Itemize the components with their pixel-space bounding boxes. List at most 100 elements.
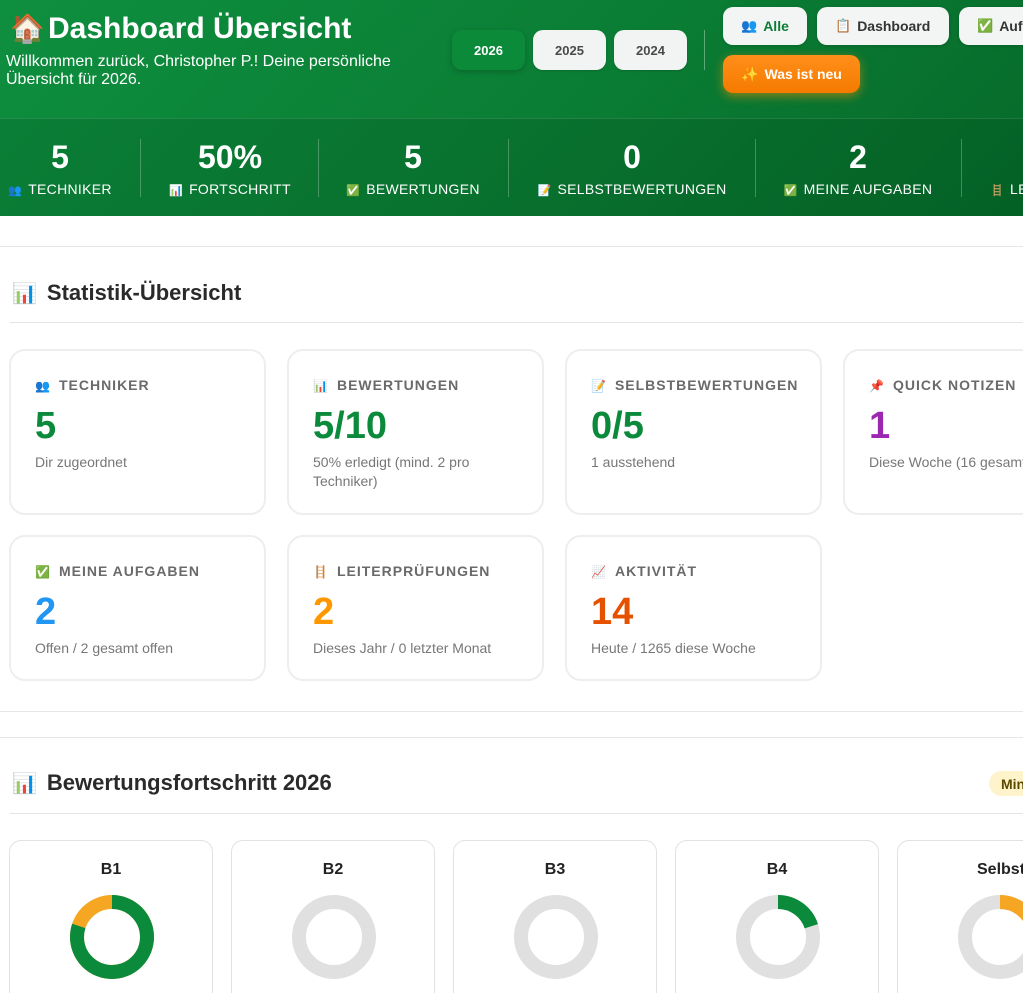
- year-button-2024[interactable]: 2024: [614, 30, 687, 70]
- card-selbstbewertungen[interactable]: 📝 SELBSTBEWERTUNGEN 0/5 1 ausstehend: [565, 349, 822, 515]
- card-value: 5: [35, 405, 57, 447]
- donut-track: [292, 895, 376, 979]
- card-techniker[interactable]: 👥 TECHNIKER 5 Dir zugeordnet: [9, 349, 266, 515]
- checkbox-icon: ✅: [35, 565, 51, 579]
- minimum-badge: Mind.: [989, 771, 1023, 796]
- donut-chart-b3: [514, 895, 598, 979]
- nav-button-aufgaben[interactable]: ✅ Aufgaben: [959, 7, 1023, 45]
- nav-label-dashboard: Dashboard: [857, 18, 931, 34]
- card-value: 2: [35, 591, 57, 633]
- stat-value: 2: [849, 139, 867, 175]
- donut-card-b4[interactable]: B4: [675, 840, 879, 993]
- stats-strip: 5 👥 TECHNIKER 50% 📊 FORTSCHRITT 5 ✅ BEWERTU…: [0, 118, 1023, 216]
- donut-progress-arc: [70, 895, 154, 979]
- sparkles-icon: ✨: [741, 65, 759, 82]
- welcome-subtitle: Willkommen zurück, Christopher P.! Deine…: [6, 53, 391, 88]
- card-aktivitaet[interactable]: 📈 AKTIVITÄT 14 Heute / 1265 diese Woche: [565, 535, 822, 681]
- donut-track: [514, 895, 598, 979]
- whats-new-label: Was ist neu: [764, 66, 842, 82]
- card-value: 0/5: [591, 405, 644, 447]
- donut-card-b3[interactable]: B3: [453, 840, 657, 993]
- stat-label-text: TECHNIKER: [28, 181, 112, 197]
- nav-label-aufgaben: Aufgaben: [999, 18, 1023, 34]
- card-quick-notizen[interactable]: 📌 QUICK NOTIZEN 1 Diese Woche (16 gesamt): [843, 349, 1023, 515]
- checkbox-icon: ✅: [783, 185, 798, 197]
- stat-label: 👥 TECHNIKER: [0, 181, 120, 197]
- card-label: ✅ MEINE AUFGABEN: [35, 563, 200, 579]
- donut-chart-selbst: [958, 895, 1023, 979]
- trend-icon: 📈: [591, 565, 607, 579]
- stat-label-text: MEINE AUFGABEN: [803, 181, 933, 197]
- chart-icon: 📊: [169, 185, 184, 197]
- pin-icon: 📌: [869, 379, 885, 393]
- checkbox-icon: ✅: [346, 185, 361, 197]
- card-label: 📝 SELBSTBEWERTUNGEN: [591, 377, 798, 393]
- card-label: 👥 TECHNIKER: [35, 377, 150, 393]
- page-title: Dashboard Übersicht: [48, 12, 352, 45]
- stat-separator: [961, 139, 962, 197]
- title-row: 🏠 Dashboard Übersicht: [10, 12, 351, 46]
- donut-chart-b1: [70, 895, 154, 979]
- stat-separator: [140, 139, 141, 197]
- chart-icon: 📊: [313, 379, 329, 393]
- section-divider: [0, 737, 1023, 738]
- card-subtext: Dir zugeordnet: [35, 454, 127, 470]
- stat-selbstbewertungen: 0 📝 SELBSTBEWERTUNGEN: [520, 119, 744, 216]
- year-button-2026[interactable]: 2026: [452, 30, 525, 70]
- stat-label: ✅ MEINE AUFGABEN: [770, 181, 946, 197]
- ladder-icon: 🪜: [313, 565, 329, 579]
- whats-new-button[interactable]: ✨ Was ist neu: [723, 55, 860, 93]
- stat-separator: [755, 139, 756, 197]
- donut-title: B3: [544, 861, 566, 878]
- card-label: 📌 QUICK NOTIZEN: [869, 377, 1016, 393]
- progress-title-text: Bewertungsfortschritt 2026: [46, 770, 332, 795]
- card-label: 📈 AKTIVITÄT: [591, 563, 697, 579]
- card-subtext: Heute / 1265 diese Woche: [591, 640, 756, 656]
- card-subtext: Diese Woche (16 gesamt): [869, 454, 1023, 470]
- stat-fortschritt: 50% 📊 FORTSCHRITT: [150, 119, 310, 216]
- nav-label-alle: Alle: [763, 18, 789, 34]
- stat-label-text: LEITERPRÜFUNGEN: [1010, 181, 1023, 197]
- stat-value: 5: [404, 139, 422, 175]
- card-bewertungen[interactable]: 📊 BEWERTUNGEN 5/10 50% erledigt (mind. 2 …: [287, 349, 544, 515]
- header-divider: [704, 30, 705, 70]
- stat-label-text: BEWERTUNGEN: [366, 181, 480, 197]
- clipboard-icon: 📋: [835, 18, 852, 33]
- donut-title: B1: [100, 861, 122, 878]
- progress-section-title: 📊 Bewertungsfortschritt 2026: [12, 770, 332, 796]
- chart-icon: 📊: [12, 282, 37, 305]
- donut-card-b2[interactable]: B2: [231, 840, 435, 993]
- card-label-text: BEWERTUNGEN: [336, 377, 460, 393]
- donut-title: B2: [322, 861, 344, 878]
- card-label: 📊 BEWERTUNGEN: [313, 377, 459, 393]
- nav-button-alle[interactable]: 👥 Alle: [723, 7, 807, 45]
- stat-bewertungen: 5 ✅ BEWERTUNGEN: [330, 119, 496, 216]
- year-button-2025[interactable]: 2025: [533, 30, 606, 70]
- card-meine-aufgaben[interactable]: ✅ MEINE AUFGABEN 2 Offen / 2 gesamt offen: [9, 535, 266, 681]
- dashboard-header: 🏠 Dashboard Übersicht Willkommen zurück,…: [0, 0, 1023, 216]
- stat-label: 🪜 LEITERPRÜFUNGEN: [990, 181, 1023, 197]
- donut-progress-arc: [736, 895, 820, 979]
- nav-button-dashboard[interactable]: 📋 Dashboard: [817, 7, 949, 45]
- stat-label: 📝 SELBSTBEWERTUNGEN: [520, 181, 744, 197]
- house-icon: 🏠: [10, 13, 45, 44]
- year-selector: 2026 2025 2024: [452, 30, 687, 70]
- card-label-text: MEINE AUFGABEN: [58, 563, 200, 579]
- users-icon: 👥: [35, 379, 51, 393]
- stat-leiterpruefungen: 🪜 LEITERPRÜFUNGEN: [990, 119, 1023, 216]
- card-subtext: 50% erledigt (mind. 2 pro Techniker): [313, 454, 470, 489]
- statistik-title-text: Statistik-Übersicht: [46, 280, 242, 305]
- card-label-text: TECHNIKER: [58, 377, 150, 393]
- card-label-text: QUICK NOTIZEN: [892, 377, 1017, 393]
- donut-card-b1[interactable]: B1: [9, 840, 213, 993]
- donut-progress-arc: [958, 895, 1023, 979]
- donut-card-selbst[interactable]: Selbst: [897, 840, 1023, 993]
- stat-techniker: 5 👥 TECHNIKER: [0, 119, 120, 216]
- stat-label-text: FORTSCHRITT: [189, 181, 291, 197]
- chart-icon: 📊: [12, 772, 37, 795]
- users-icon: 👥: [741, 18, 758, 33]
- card-leiterpruefungen[interactable]: 🪜 LEITERPRÜFUNGEN 2 Dieses Jahr / 0 letzt…: [287, 535, 544, 681]
- ladder-icon: 🪜: [990, 185, 1004, 197]
- card-value: 2: [313, 591, 335, 633]
- donut-chart-b4: [736, 895, 820, 979]
